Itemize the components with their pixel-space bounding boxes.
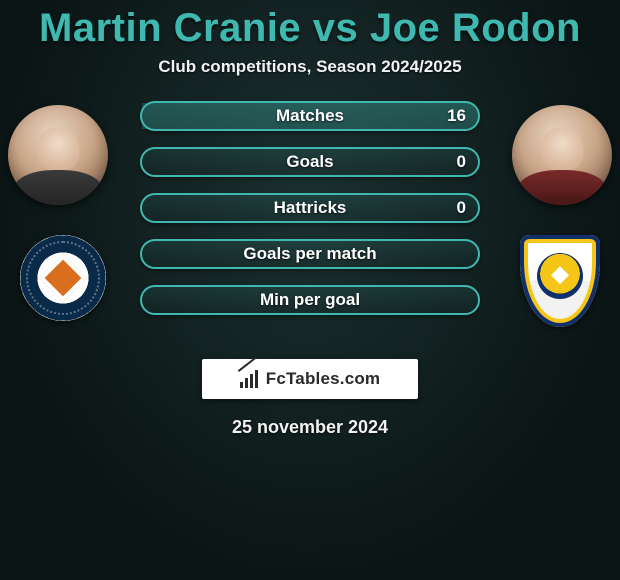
brand-box: FcTables.com — [202, 359, 418, 399]
date-line: 25 november 2024 — [0, 417, 620, 438]
stat-label: Goals — [142, 149, 478, 175]
club-left-crest — [20, 235, 106, 321]
stat-bars: Matches16Goals0Hattricks0Goals per match… — [140, 101, 480, 331]
bar-chart-icon — [240, 370, 260, 388]
stat-row: Goals per match — [140, 239, 480, 269]
club-right-crest — [520, 235, 600, 327]
comparison-area: Matches16Goals0Hattricks0Goals per match… — [0, 105, 620, 365]
stat-row: Goals0 — [140, 147, 480, 177]
subtitle: Club competitions, Season 2024/2025 — [0, 57, 620, 77]
player-right-avatar — [512, 105, 612, 205]
page-title: Martin Cranie vs Joe Rodon — [0, 0, 620, 51]
stat-row: Matches16 — [140, 101, 480, 131]
stat-label: Hattricks — [142, 195, 478, 221]
stat-label: Goals per match — [142, 241, 478, 267]
stat-label: Matches — [142, 103, 478, 129]
brand-text: FcTables.com — [266, 369, 381, 389]
stat-row: Hattricks0 — [140, 193, 480, 223]
stat-label: Min per goal — [142, 287, 478, 313]
player-left-avatar — [8, 105, 108, 205]
stat-row: Min per goal — [140, 285, 480, 315]
stat-value-right: 0 — [457, 195, 466, 221]
stat-value-right: 16 — [447, 103, 466, 129]
stat-value-right: 0 — [457, 149, 466, 175]
